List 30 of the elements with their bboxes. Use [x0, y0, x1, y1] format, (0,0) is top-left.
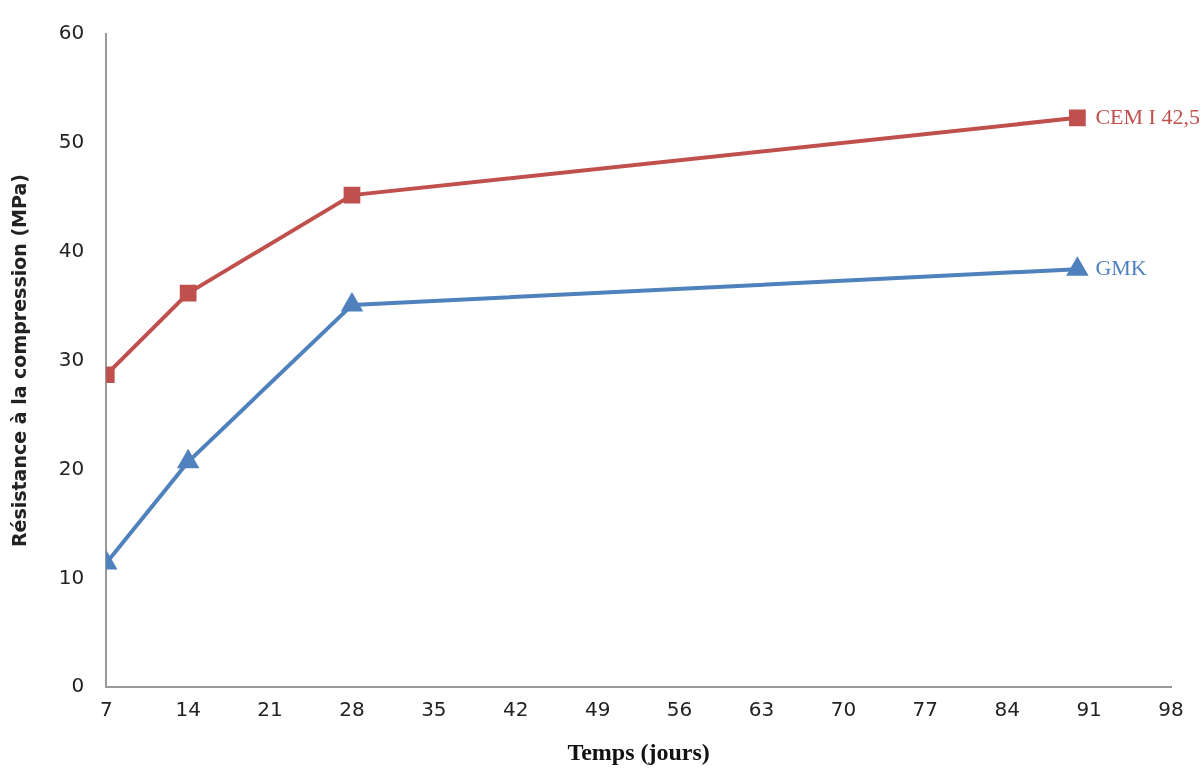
y-tick-label: 0: [71, 673, 85, 698]
y-tick-label: 40: [58, 237, 85, 262]
y-tick-label: 50: [58, 129, 85, 154]
x-tick-label: 70: [830, 697, 857, 722]
point: [343, 186, 361, 204]
x-tick-label: 7: [99, 697, 113, 722]
point: [1067, 258, 1088, 276]
x-tick-label: 14: [175, 697, 201, 722]
x-tick-label: 21: [257, 697, 283, 722]
x-tick-label: 35: [421, 697, 447, 722]
x-tick-label: 77: [912, 697, 939, 722]
x-tick-label: 42: [503, 697, 529, 722]
y-tick-label: 60: [58, 20, 85, 45]
y-axis-title: Résistance à la compression (MPa): [8, 174, 31, 548]
x-tick-label: 91: [1076, 697, 1102, 722]
x-tick-label: 49: [584, 697, 611, 722]
point: [1069, 109, 1086, 127]
x-tick-label: 98: [1158, 697, 1184, 722]
series-label: CEM I 42,5: [1095, 103, 1200, 129]
series-label: GMK: [1095, 254, 1147, 280]
x-tick-label: 28: [339, 697, 365, 722]
x-axis-title: Temps (jours): [567, 738, 710, 765]
point: [342, 294, 362, 312]
y-tick-label: 10: [58, 564, 85, 589]
y-tick-label: 20: [58, 455, 85, 480]
point: [179, 284, 197, 302]
x-tick-label: 56: [666, 697, 693, 722]
x-tick-label: 63: [748, 697, 775, 722]
x-tick-label: 84: [994, 697, 1020, 722]
y-tick-label: 30: [58, 346, 85, 371]
